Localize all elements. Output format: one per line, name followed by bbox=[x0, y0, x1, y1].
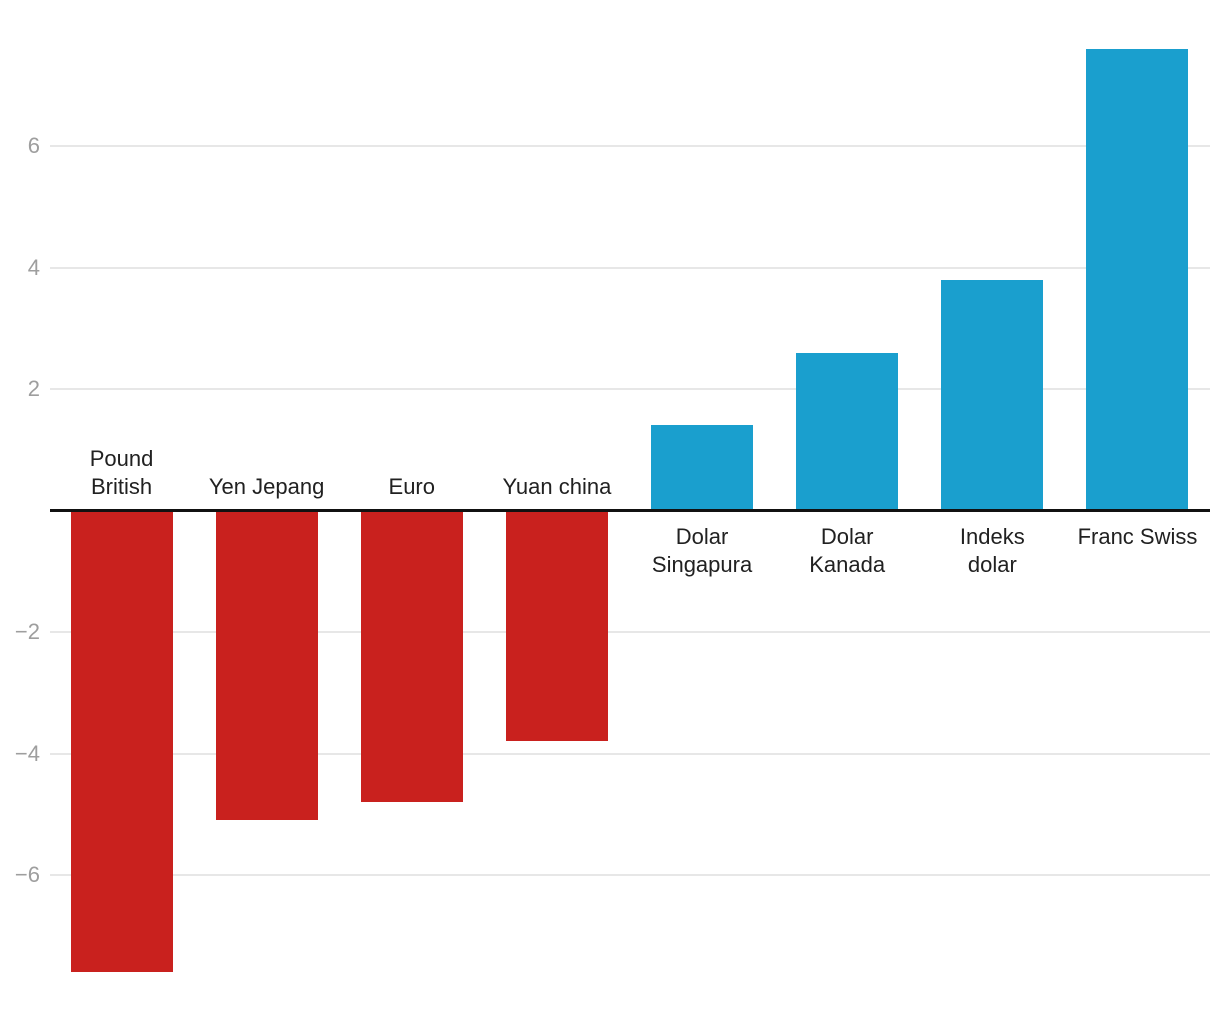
bar-euro bbox=[360, 510, 463, 803]
bar-yuan-china bbox=[505, 510, 608, 742]
y-axis-tick-label: −4 bbox=[14, 740, 40, 766]
bar-franc-swiss bbox=[1086, 48, 1189, 511]
x-axis-baseline bbox=[50, 509, 1210, 512]
y-axis-tick-label: 6 bbox=[27, 133, 40, 158]
bar-indeks-dolar bbox=[941, 279, 1044, 511]
gridline-minus-6 bbox=[50, 874, 1210, 876]
category-label-indeks-dolar: Indeks dolar bbox=[959, 524, 1025, 577]
category-label-yen-jepang: Yen Jepang bbox=[208, 474, 325, 499]
gridline-minus-2 bbox=[50, 631, 1210, 633]
bar-dolar-kanada bbox=[796, 352, 899, 511]
category-label-yuan-china: Yuan china bbox=[502, 474, 612, 499]
bar-pound-british bbox=[70, 510, 173, 973]
bar-yen-jepang bbox=[215, 510, 318, 821]
category-label-dolar-kanada: Dolar Kanada bbox=[809, 524, 886, 577]
category-label-euro: Euro bbox=[388, 474, 435, 499]
gridline-2 bbox=[50, 388, 1210, 390]
gridline-minus-4 bbox=[50, 752, 1210, 755]
category-label-franc-swiss: Franc Swiss bbox=[1077, 524, 1198, 549]
y-axis-tick-label: −2 bbox=[14, 619, 40, 644]
y-axis-tick-label: 2 bbox=[27, 376, 40, 401]
y-axis-tick-label: 4 bbox=[27, 254, 40, 280]
category-label-pound-british: Pound British bbox=[89, 446, 154, 499]
y-axis-tick-label: −6 bbox=[14, 862, 40, 887]
category-label-dolar-singapura: Dolar Singapura bbox=[651, 524, 753, 577]
gridline-6 bbox=[50, 145, 1210, 147]
gridline-4 bbox=[50, 266, 1210, 269]
bar-dolar-singapura bbox=[651, 425, 754, 511]
